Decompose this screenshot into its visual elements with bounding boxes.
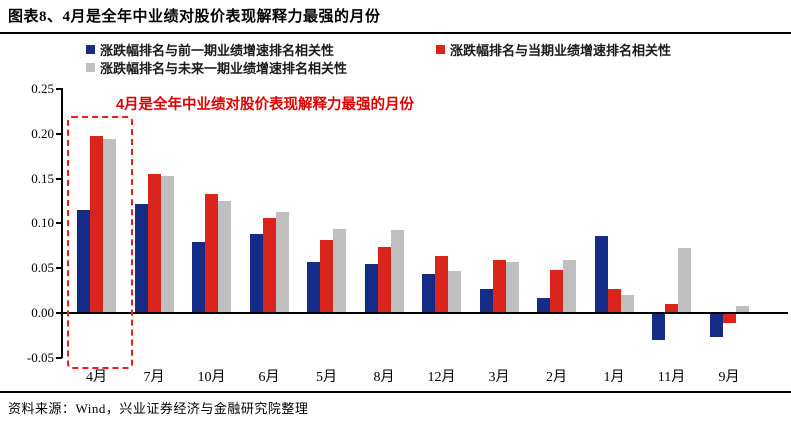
x-axis-label: 7月 [143,370,165,385]
bar [563,260,576,313]
figure-title: 图表8、4月是全年中业绩对股价表现解释力最强的月份 [8,9,381,25]
y-axis-label: 0.15 [31,170,54,186]
bar [134,203,148,313]
bar [479,288,493,313]
y-axis-tick [56,356,62,359]
highlight-dashed-box [67,116,133,369]
bar [652,313,665,340]
bar [218,201,231,313]
bar [620,295,634,313]
y-axis-tick [56,222,62,225]
bar [90,135,103,313]
y-axis-tick [56,312,62,314]
x-axis-label: 6月 [258,370,280,385]
x-axis-zero-line [61,312,788,314]
y-axis-label: 0.05 [31,260,54,276]
y-axis-label: 0.00 [31,305,54,320]
bar [390,229,404,313]
footer-divider [0,391,791,393]
bar [192,242,205,313]
bar [550,269,563,313]
y-axis-tick [56,88,62,90]
y-axis-line [61,88,63,358]
legend-label: 涨跌幅排名与当期业绩增速排名相关性 [450,42,672,58]
bar [205,193,218,313]
x-axis-label: 4月 [86,370,107,385]
bar [722,313,736,323]
x-axis-label: 3月 [488,370,510,385]
bar [709,313,723,338]
bar [275,211,289,313]
y-axis-tick [56,267,62,270]
x-axis-label: 12月 [427,370,456,385]
legend-item-current-period: 涨跌幅排名与当期业绩增速排名相关性 [436,41,672,58]
bar [448,270,461,313]
bar [147,174,161,313]
bar [333,228,346,313]
legend-swatch-gray [86,62,95,72]
bar [594,235,608,313]
bar [262,218,276,313]
bar [735,305,749,313]
legend-swatch-blue [86,44,95,54]
bar [665,304,678,313]
bar [249,234,263,313]
x-axis-label: 2月 [546,370,567,385]
x-axis-label: 11月 [657,370,686,385]
source-note: 资料来源：Wind，兴业证券经济与金融研究院整理 [8,401,309,416]
bar [537,297,550,313]
x-axis-label: 1月 [603,370,625,385]
y-axis-tick [56,132,62,135]
x-axis-label: 8月 [373,370,395,385]
y-axis-label: 0.10 [31,215,54,231]
legend-swatch-red [436,44,445,54]
bar [607,288,621,313]
legend-item-prev-period: 涨跌幅排名与前一期业绩增速排名相关性 [86,41,335,58]
y-axis-label: 0.20 [31,125,54,141]
x-axis-label: 9月 [718,370,740,385]
bar [103,139,116,313]
x-axis-label: 10月 [197,370,226,385]
title-divider [0,32,791,34]
legend-item-future-period: 涨跌幅排名与未来一期业绩增速排名相关性 [86,59,348,76]
bar [364,263,378,313]
bar [492,260,506,313]
bar [160,175,174,313]
bar [307,261,320,313]
y-axis-label: -0.05 [26,349,54,365]
bar [505,261,519,313]
bar [377,246,391,313]
bar [435,255,448,313]
bar [422,273,435,313]
legend-label: 涨跌幅排名与未来一期业绩增速排名相关性 [100,60,348,76]
bar [678,247,691,313]
bar [77,209,90,313]
legend-label: 涨跌幅排名与前一期业绩增速排名相关性 [100,42,335,58]
y-axis-tick [56,177,62,180]
y-axis-label: 0.25 [31,81,54,96]
bar [320,239,333,313]
x-axis-label: 5月 [316,370,337,385]
chart-annotation: 4月是全年中业绩对股价表现解释力最强的月份 [115,97,415,113]
